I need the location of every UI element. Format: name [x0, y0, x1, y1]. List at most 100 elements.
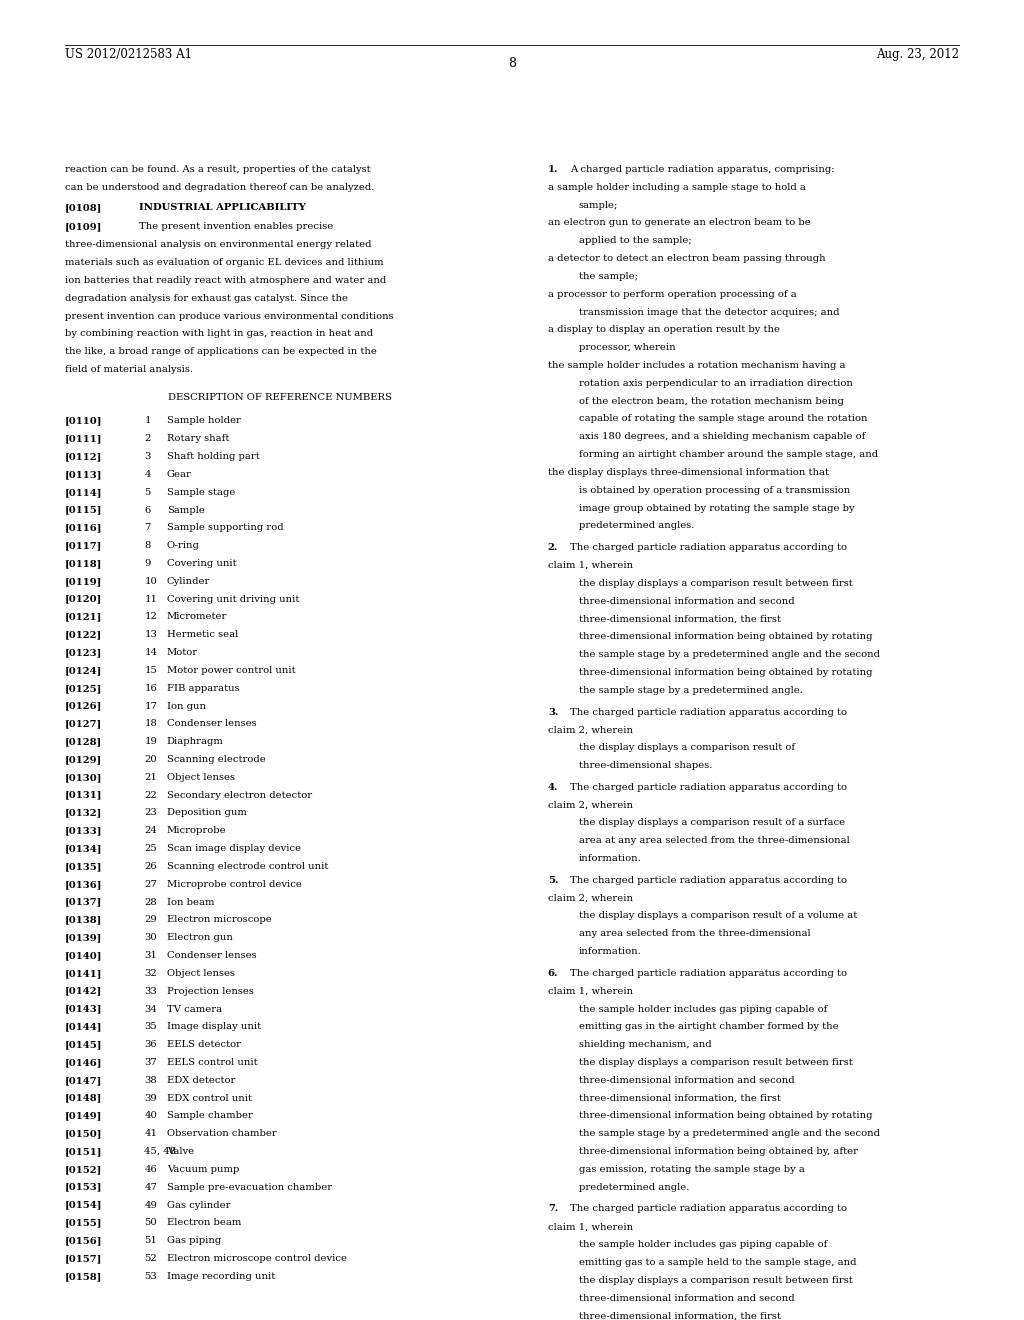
Text: [0115]: [0115] — [65, 506, 102, 515]
Text: Condenser lenses: Condenser lenses — [167, 950, 257, 960]
Text: Sample stage: Sample stage — [167, 487, 236, 496]
Text: [0146]: [0146] — [65, 1057, 102, 1067]
Text: any area selected from the three-dimensional: any area selected from the three-dimensi… — [579, 929, 810, 939]
Text: the sample;: the sample; — [579, 272, 638, 281]
Text: Gas piping: Gas piping — [167, 1236, 221, 1245]
Text: three-dimensional information, the first: three-dimensional information, the first — [579, 614, 780, 623]
Text: [0152]: [0152] — [65, 1164, 101, 1173]
Text: 40: 40 — [144, 1111, 158, 1121]
Text: Gas cylinder: Gas cylinder — [167, 1200, 230, 1209]
Text: rotation axis perpendicular to an irradiation direction: rotation axis perpendicular to an irradi… — [579, 379, 852, 388]
Text: of the electron beam, the rotation mechanism being: of the electron beam, the rotation mecha… — [579, 396, 844, 405]
Text: [0156]: [0156] — [65, 1236, 102, 1245]
Text: processor, wherein: processor, wherein — [579, 343, 675, 352]
Text: US 2012/0212583 A1: US 2012/0212583 A1 — [65, 48, 191, 61]
Text: 22: 22 — [144, 791, 157, 800]
Text: 47: 47 — [144, 1183, 158, 1192]
Text: [0155]: [0155] — [65, 1218, 102, 1228]
Text: [0151]: [0151] — [65, 1147, 102, 1156]
Text: the display displays three-dimensional information that: the display displays three-dimensional i… — [548, 467, 828, 477]
Text: transmission image that the detector acquires; and: transmission image that the detector acq… — [579, 308, 839, 317]
Text: 29: 29 — [144, 915, 157, 924]
Text: claim 1, wherein: claim 1, wherein — [548, 1222, 633, 1232]
Text: 7: 7 — [144, 523, 151, 532]
Text: [0117]: [0117] — [65, 541, 101, 550]
Text: emitting gas in the airtight chamber formed by the: emitting gas in the airtight chamber for… — [579, 1022, 839, 1031]
Text: can be understood and degradation thereof can be analyzed.: can be understood and degradation thereo… — [65, 182, 374, 191]
Text: 5.: 5. — [548, 875, 558, 884]
Text: three-dimensional information and second: three-dimensional information and second — [579, 597, 795, 606]
Text: The charged particle radiation apparatus according to: The charged particle radiation apparatus… — [570, 783, 848, 792]
Text: predetermined angles.: predetermined angles. — [579, 521, 694, 531]
Text: [0130]: [0130] — [65, 772, 102, 781]
Text: the display displays a comparison result between first: the display displays a comparison result… — [579, 1275, 852, 1284]
Text: Electron beam: Electron beam — [167, 1218, 242, 1228]
Text: the sample stage by a predetermined angle and the second: the sample stage by a predetermined angl… — [579, 649, 880, 659]
Text: [0137]: [0137] — [65, 898, 101, 907]
Text: The charged particle radiation apparatus according to: The charged particle radiation apparatus… — [570, 875, 848, 884]
Text: The charged particle radiation apparatus according to: The charged particle radiation apparatus… — [570, 543, 848, 552]
Text: EELS control unit: EELS control unit — [167, 1057, 258, 1067]
Text: reaction can be found. As a result, properties of the catalyst: reaction can be found. As a result, prop… — [65, 165, 370, 174]
Text: gas emission, rotating the sample stage by a: gas emission, rotating the sample stage … — [579, 1164, 805, 1173]
Text: Sample: Sample — [167, 506, 205, 515]
Text: 32: 32 — [144, 969, 157, 978]
Text: 3.: 3. — [548, 708, 558, 717]
Text: FIB apparatus: FIB apparatus — [167, 684, 240, 693]
Text: Object lenses: Object lenses — [167, 969, 234, 978]
Text: axis 180 degrees, and a shielding mechanism capable of: axis 180 degrees, and a shielding mechan… — [579, 432, 865, 441]
Text: [0148]: [0148] — [65, 1093, 101, 1102]
Text: an electron gun to generate an electron beam to be: an electron gun to generate an electron … — [548, 218, 811, 227]
Text: 5: 5 — [144, 487, 151, 496]
Text: Deposition gum: Deposition gum — [167, 808, 247, 817]
Text: 46: 46 — [144, 1164, 157, 1173]
Text: information.: information. — [579, 854, 641, 863]
Text: 2: 2 — [144, 434, 151, 444]
Text: Covering unit driving unit: Covering unit driving unit — [167, 594, 299, 603]
Text: 6.: 6. — [548, 969, 558, 978]
Text: claim 2, wherein: claim 2, wherein — [548, 800, 633, 809]
Text: information.: information. — [579, 946, 641, 956]
Text: degradation analysis for exhaust gas catalyst. Since the: degradation analysis for exhaust gas cat… — [65, 293, 347, 302]
Text: a detector to detect an electron beam passing through: a detector to detect an electron beam pa… — [548, 253, 825, 263]
Text: a processor to perform operation processing of a: a processor to perform operation process… — [548, 289, 797, 298]
Text: [0145]: [0145] — [65, 1040, 102, 1049]
Text: 31: 31 — [144, 950, 158, 960]
Text: [0140]: [0140] — [65, 950, 102, 960]
Text: Scan image display device: Scan image display device — [167, 843, 301, 853]
Text: Observation chamber: Observation chamber — [167, 1129, 276, 1138]
Text: 20: 20 — [144, 755, 157, 764]
Text: field of material analysis.: field of material analysis. — [65, 364, 193, 374]
Text: 15: 15 — [144, 665, 158, 675]
Text: 18: 18 — [144, 719, 158, 729]
Text: Hermetic seal: Hermetic seal — [167, 630, 239, 639]
Text: 2.: 2. — [548, 543, 558, 552]
Text: forming an airtight chamber around the sample stage, and: forming an airtight chamber around the s… — [579, 450, 878, 459]
Text: 52: 52 — [144, 1254, 157, 1263]
Text: The present invention enables precise: The present invention enables precise — [139, 222, 334, 231]
Text: 41: 41 — [144, 1129, 158, 1138]
Text: 12: 12 — [144, 612, 158, 622]
Text: [0142]: [0142] — [65, 986, 101, 995]
Text: materials such as evaluation of organic EL devices and lithium: materials such as evaluation of organic … — [65, 257, 383, 267]
Text: 35: 35 — [144, 1022, 157, 1031]
Text: capable of rotating the sample stage around the rotation: capable of rotating the sample stage aro… — [579, 414, 867, 424]
Text: Valve: Valve — [167, 1147, 194, 1156]
Text: Electron gun: Electron gun — [167, 933, 232, 942]
Text: Image recording unit: Image recording unit — [167, 1271, 275, 1280]
Text: 6: 6 — [144, 506, 151, 515]
Text: The charged particle radiation apparatus according to: The charged particle radiation apparatus… — [570, 1204, 848, 1213]
Text: [0127]: [0127] — [65, 719, 101, 729]
Text: claim 1, wherein: claim 1, wherein — [548, 986, 633, 995]
Text: The charged particle radiation apparatus according to: The charged particle radiation apparatus… — [570, 969, 848, 978]
Text: Micrometer: Micrometer — [167, 612, 227, 622]
Text: the sample holder includes gas piping capable of: the sample holder includes gas piping ca… — [579, 1239, 827, 1249]
Text: claim 2, wherein: claim 2, wherein — [548, 725, 633, 734]
Text: predetermined angle.: predetermined angle. — [579, 1183, 689, 1192]
Text: [0120]: [0120] — [65, 594, 101, 603]
Text: 27: 27 — [144, 879, 157, 888]
Text: [0116]: [0116] — [65, 523, 102, 532]
Text: 4: 4 — [144, 470, 151, 479]
Text: EDX control unit: EDX control unit — [167, 1093, 252, 1102]
Text: the display displays a comparison result of a surface: the display displays a comparison result… — [579, 818, 845, 828]
